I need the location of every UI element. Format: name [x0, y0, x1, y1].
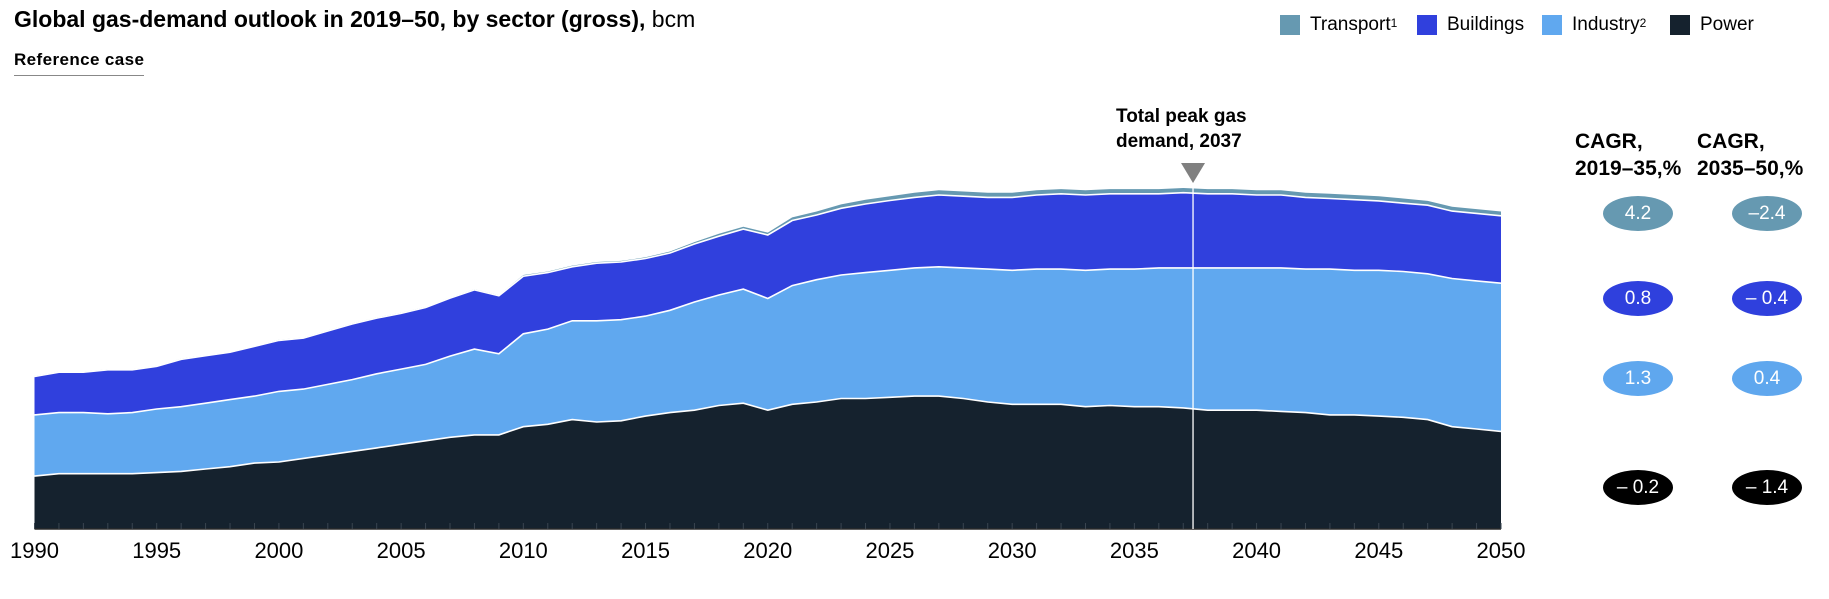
peak-marker-triangle-icon: [1181, 163, 1206, 183]
legend-swatch-transport: [1280, 15, 1300, 35]
x-tick-label: 1990: [10, 538, 59, 563]
title-main: Global gas-demand outlook in 2019–50, by…: [14, 6, 646, 32]
footnote-marker: 1: [1390, 16, 1398, 30]
cagr-header-2019-35: CAGR, 2019–35,%: [1575, 128, 1681, 182]
cagr-header-line: CAGR,: [1575, 130, 1643, 153]
legend-label: Industry: [1572, 14, 1640, 35]
x-tick-label: 2045: [1354, 538, 1403, 563]
x-tick-label: 2035: [1110, 538, 1159, 563]
legend: Transport 1 Buildings Industry 2 Power: [0, 14, 1829, 38]
cagr-pill-buildings: 0.8: [1603, 281, 1673, 316]
x-tick-label: 2050: [1477, 538, 1526, 563]
footnote-marker: 2: [1639, 16, 1647, 30]
x-tick-label: 2040: [1232, 538, 1281, 563]
area-buildings: [34, 192, 1501, 415]
cagr-pill-transport: 4.2: [1603, 196, 1673, 231]
separator-power: [34, 395, 1502, 477]
x-tick-label: 2020: [743, 538, 792, 563]
peak-annotation-line1: Total peak gas: [1116, 106, 1247, 127]
cagr-pill-industry: 0.4: [1732, 361, 1802, 396]
x-tick-label: 2005: [377, 538, 426, 563]
x-tick-label: 2010: [499, 538, 548, 563]
legend-item-buildings: Buildings: [1417, 14, 1524, 36]
separator-industry: [34, 265, 1502, 416]
cagr-pill-power: – 1.4: [1732, 470, 1802, 505]
x-tick-label: 2000: [254, 538, 303, 563]
legend-swatch-industry: [1542, 15, 1562, 35]
cagr-pill-buildings: – 0.4: [1732, 281, 1802, 316]
cagr-header-line: 2035–50,%: [1697, 157, 1804, 180]
legend-swatch-buildings: [1417, 15, 1437, 35]
legend-label: Transport: [1310, 14, 1391, 35]
legend-label: Power: [1700, 14, 1754, 35]
legend-item-power: Power: [1670, 14, 1754, 36]
peak-annotation-line2: demand, 2037: [1116, 131, 1242, 152]
x-tick-label: 2030: [988, 538, 1037, 563]
chart-subtitle: Reference case: [14, 50, 145, 76]
cagr-header-2035-50: CAGR, 2035–50,%: [1697, 128, 1803, 182]
separator-buildings: [34, 191, 1502, 378]
area-power: [34, 396, 1501, 529]
x-tick-label: 2015: [621, 538, 670, 563]
cagr-header-line: 2019–35,%: [1575, 157, 1682, 180]
chart-title: Global gas-demand outlook in 2019–50, by…: [14, 6, 695, 33]
title-unit: bcm: [645, 6, 696, 32]
cagr-pill-industry: 1.3: [1603, 361, 1673, 396]
x-tick-label: 1995: [132, 538, 181, 563]
legend-swatch-power: [1670, 15, 1690, 35]
cagr-pill-transport: –2.4: [1732, 196, 1802, 231]
x-tick-label: 2025: [865, 538, 914, 563]
cagr-header-line: CAGR,: [1697, 130, 1765, 153]
area-industry: [34, 266, 1501, 477]
legend-item-transport: Transport 1: [1280, 14, 1397, 36]
legend-item-industry: Industry 2: [1542, 14, 1646, 36]
peak-annotation: Total peak gas demand, 2037: [1116, 104, 1247, 154]
legend-label: Buildings: [1447, 14, 1525, 35]
cagr-pill-power: – 0.2: [1603, 470, 1673, 505]
